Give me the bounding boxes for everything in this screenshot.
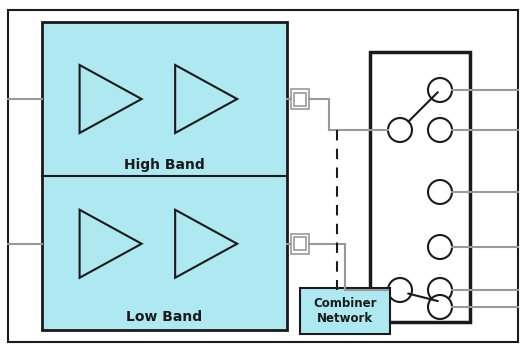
- Text: High Band: High Band: [124, 158, 205, 171]
- Polygon shape: [175, 210, 237, 278]
- Bar: [294, 237, 306, 250]
- Polygon shape: [80, 65, 142, 133]
- Bar: [294, 93, 306, 106]
- Polygon shape: [175, 65, 237, 133]
- Circle shape: [428, 278, 452, 302]
- Circle shape: [388, 118, 412, 142]
- Circle shape: [428, 118, 452, 142]
- Bar: [291, 89, 309, 109]
- Circle shape: [428, 78, 452, 102]
- Bar: [300, 288, 390, 334]
- Text: Low Band: Low Band: [126, 310, 202, 324]
- Text: Combiner
Network: Combiner Network: [313, 297, 377, 325]
- Circle shape: [428, 235, 452, 259]
- Bar: [291, 234, 309, 254]
- Bar: [370, 52, 470, 322]
- Circle shape: [428, 180, 452, 204]
- Polygon shape: [80, 210, 142, 278]
- Circle shape: [428, 295, 452, 319]
- Bar: [42, 22, 287, 330]
- Circle shape: [388, 278, 412, 302]
